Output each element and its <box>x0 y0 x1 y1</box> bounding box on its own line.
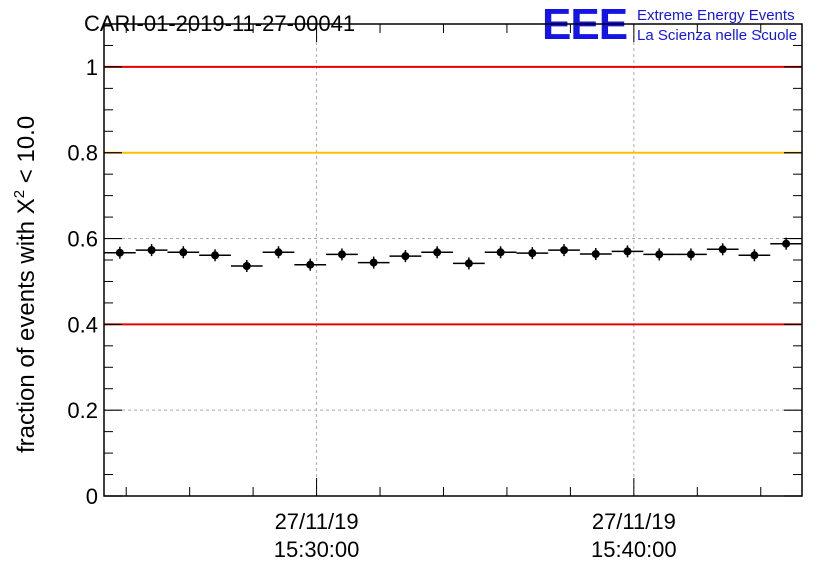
data-point-4 <box>243 262 251 270</box>
logo-line-2: La Scienza nelle Scuole <box>637 27 797 44</box>
y-axis-label: fraction of events with X2 < 10.0 <box>11 116 40 453</box>
plot-frame <box>104 24 802 496</box>
y-axis-label-prefix: fraction of events with <box>13 214 40 453</box>
data-point-7 <box>338 250 346 258</box>
y-axis-label-suffix: < 10.0 <box>13 116 40 190</box>
data-point-12 <box>497 248 505 256</box>
y-tick-label-2: 0.4 <box>67 312 98 337</box>
data-point-19 <box>719 245 727 253</box>
data-point-9 <box>401 252 409 260</box>
y-tick-label-5: 1 <box>86 55 98 80</box>
y-tick-label-0: 0 <box>86 484 98 509</box>
data-point-15 <box>592 250 600 258</box>
x-tick-label-date-0: 27/11/19 <box>275 509 359 534</box>
x-tick-label-date-1: 27/11/19 <box>592 509 676 534</box>
y-axis-label-symbol: X <box>13 198 40 214</box>
data-point-5 <box>275 248 283 256</box>
data-point-3 <box>211 251 219 259</box>
data-point-13 <box>528 249 536 257</box>
data-point-11 <box>465 259 473 267</box>
x-tick-label-time-0: 15:30:00 <box>274 537 360 562</box>
data-point-14 <box>560 246 568 254</box>
y-tick-label-3: 0.6 <box>67 227 98 252</box>
data-point-20 <box>750 251 758 259</box>
data-point-17 <box>655 250 663 258</box>
x-tick-label-time-1: 15:40:00 <box>591 537 677 562</box>
chart: CARI-01-2019-11-27-00041 EEE Extreme Ene… <box>0 0 836 572</box>
data-point-18 <box>687 250 695 258</box>
data-point-0 <box>116 249 124 257</box>
data-point-16 <box>624 247 632 255</box>
y-axis-label-superscript: 2 <box>11 190 28 198</box>
logo-line-1: Extreme Energy Events <box>637 7 795 24</box>
data-point-10 <box>433 248 441 256</box>
data-point-1 <box>148 246 156 254</box>
data-point-8 <box>370 259 378 267</box>
data-point-6 <box>306 261 314 269</box>
data-point-21 <box>782 240 790 248</box>
y-tick-label-4: 0.8 <box>67 141 98 166</box>
y-tick-label-1: 0.2 <box>67 398 98 423</box>
data-point-2 <box>179 248 187 256</box>
plot-area: 0 0.2 0.4 0.6 0.8 1 27/11/19 15:30:00 27/11/19 15… <box>67 24 802 562</box>
